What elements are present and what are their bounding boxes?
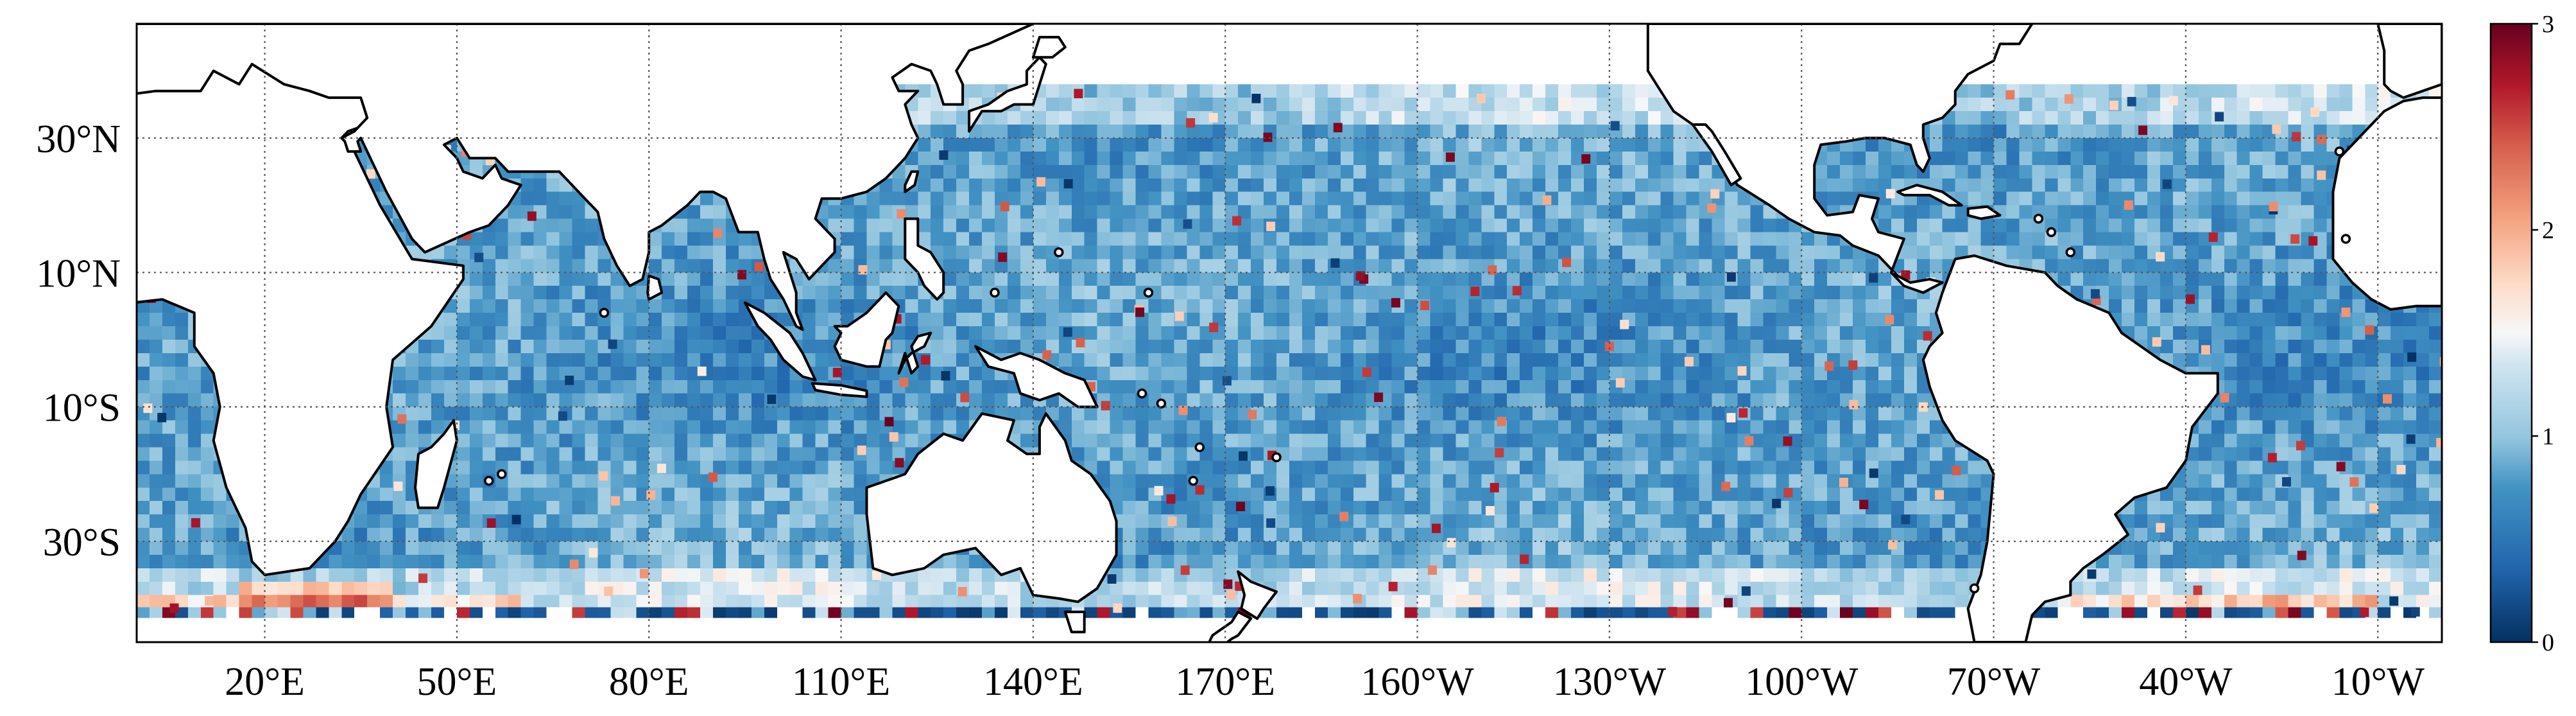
philippines-island [904,217,945,301]
cuba-island [1896,184,1963,207]
madagascar-island [414,419,458,509]
lat-tick-label: 30°S [43,521,121,564]
colorbar-tick-label: 1 [2542,423,2554,450]
small-island [1188,476,1199,486]
small-island [1271,452,1282,462]
landmasses [137,24,2442,642]
africa-landmass [137,24,465,577]
lon-tick-label: 100°W [1745,660,1859,704]
small-island [1137,388,1147,399]
lon-tick-label: 20°E [225,660,305,704]
graticule [137,24,2442,642]
taiwan-island [904,170,920,193]
lon-tick-label: 50°E [417,660,497,704]
japan-island [968,56,1047,133]
small-island [1156,398,1167,409]
sumatra-island [743,301,817,381]
colorbar-gradient [2489,22,2533,643]
north-america-landmass [1646,24,2034,294]
west-africa-edge [2331,96,2442,311]
java-island [811,382,868,398]
lon-tick-label: 80°E [609,660,689,704]
lat-tick-label: 10°S [43,387,121,430]
lat-tick-label: 10°N [36,252,121,295]
colorbar-tick-label: 0 [2542,629,2554,656]
colorbar-ticks: 0 1 2 3 [2532,11,2554,656]
small-island [1969,583,1980,594]
lon-tick-label: 110°E [792,660,890,704]
colorbar-tick-label: 2 [2542,217,2554,244]
colorbar-tick-label: 3 [2542,11,2554,38]
lon-tick-label: 40°W [2139,660,2233,704]
new-zealand-island [1237,570,1278,620]
greenland-europe-edge [2376,24,2442,100]
lon-tick-label: 70°W [1947,660,2041,704]
small-island [599,308,610,318]
small-island [1143,287,1154,298]
lon-tick-label: 130°W [1553,660,1667,704]
small-island [2033,213,2044,224]
lon-tick-label: 160°W [1361,660,1474,704]
small-island [2065,247,2076,258]
baja-peninsula [1691,123,1742,187]
sulawesi-island [897,331,932,375]
colorbar: 0 1 2 3 [2489,11,2554,656]
map-frame [135,22,2443,643]
small-island [496,469,507,480]
eurasia-landmass [137,24,1035,331]
lon-tick-label: 140°E [983,660,1083,704]
small-island [2334,146,2345,157]
small-island [990,287,1000,298]
small-island [2340,234,2351,244]
lon-tick-label: 170°E [1175,660,1275,704]
south-america-landmass [1921,254,2219,642]
longitude-tick-labels: 20°E 50°E 80°E 110°E 140°E 170°E 160°W 130°W 100… [225,660,2425,704]
map-panel [137,24,2442,642]
lon-tick-label: 10°W [2331,660,2425,704]
new-guinea-island [974,345,1099,408]
tasmania-island [1063,610,1086,634]
hokkaido-island [1031,35,1067,59]
small-island [1054,247,1064,258]
small-island [2046,227,2057,238]
small-island [1194,442,1205,453]
small-island [484,476,494,486]
borneo-island [833,291,900,368]
sri-lanka-island [646,274,664,301]
latitude-tick-labels: 30°N 10°N 10°S 30°S [36,118,121,564]
hispaniola-island [1966,205,2002,220]
lat-tick-label: 30°N [36,118,121,161]
australia-landmass [865,412,1118,604]
